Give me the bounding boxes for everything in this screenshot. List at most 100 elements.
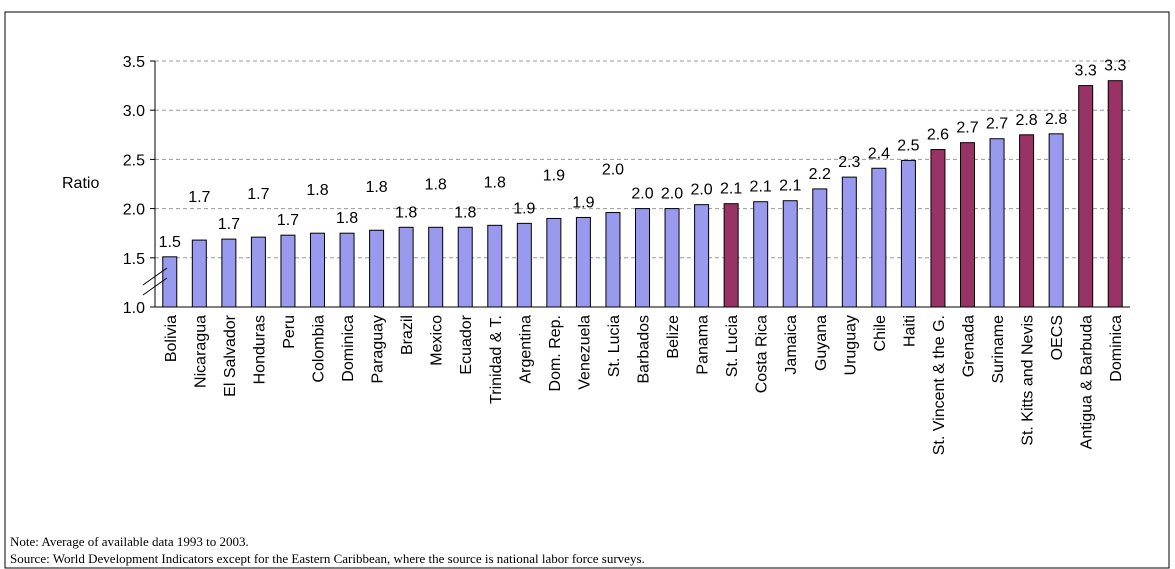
bar	[782, 200, 798, 308]
x-tick-label: Uruguay	[842, 315, 859, 375]
x-tick-label: Mexico	[429, 315, 446, 366]
bar	[812, 188, 828, 308]
x-tick-label: Costa Rica	[754, 315, 771, 393]
x-tick-label: Bolivia	[163, 315, 180, 362]
frame	[4, 11, 1170, 569]
x-tick-label: El Salvador	[222, 314, 239, 396]
x-tick-label: Panama	[695, 315, 712, 375]
x-tick-label: Dominica	[1108, 315, 1125, 382]
x-tick-label: Barbados	[636, 315, 653, 384]
value-label: 2.0	[602, 162, 624, 179]
value-label: 1.8	[306, 182, 328, 199]
x-tick-label: Dominica	[340, 315, 357, 382]
bar	[900, 159, 916, 308]
y-tick-label: 3.0	[123, 103, 145, 120]
x-tick-label: Guyana	[813, 315, 830, 371]
value-label: 3.3	[1104, 58, 1126, 75]
x-tick-label: St. Kitts and Nevis	[1020, 315, 1037, 446]
bar	[664, 208, 680, 308]
x-tick-label: Ecuador	[458, 314, 475, 374]
x-tick-label: Dom. Rep.	[547, 315, 564, 391]
x-tick-label: Paraguay	[370, 315, 387, 384]
bar	[310, 232, 325, 308]
bar	[1107, 80, 1123, 308]
bar	[841, 176, 857, 308]
bar	[516, 222, 532, 308]
bar	[753, 201, 769, 308]
x-tick-label: St. Lucia	[724, 315, 741, 377]
value-label: 2.4	[868, 145, 890, 162]
bar	[398, 226, 414, 308]
value-label: 1.9	[543, 167, 565, 184]
bar	[1019, 134, 1035, 308]
y-tick-label: 2.0	[123, 202, 145, 219]
bar	[546, 217, 562, 308]
value-label: 1.5	[159, 234, 181, 251]
value-label: 1.7	[188, 189, 210, 206]
bar	[280, 234, 296, 308]
bar	[221, 238, 237, 308]
x-tick-label: Venezuela	[576, 315, 593, 390]
x-tick-label: Antigua & Barbuda	[1079, 315, 1096, 449]
bar	[339, 232, 355, 308]
value-label: 1.7	[218, 216, 240, 233]
y-tick-label: 1.0	[123, 300, 145, 317]
value-label: 2.0	[661, 186, 683, 203]
source: Source: World Development Indicators exc…	[10, 551, 645, 566]
value-label: 2.2	[809, 166, 831, 183]
x-tick-label: Suriname	[990, 315, 1007, 384]
bar	[1078, 85, 1094, 308]
x-tick-label: Brazil	[399, 315, 416, 355]
value-label: 1.9	[572, 194, 594, 211]
value-label: 2.6	[927, 127, 949, 144]
axis-break	[142, 267, 168, 286]
value-label: 2.3	[838, 154, 860, 171]
value-label: 3.3	[1075, 63, 1097, 80]
x-tick-label: Belize	[665, 315, 682, 359]
x-tick-label: Grenada	[961, 315, 978, 377]
bar	[191, 239, 207, 308]
bar	[162, 256, 178, 308]
bar	[989, 138, 1005, 308]
y-tick-label: 2.5	[123, 152, 145, 169]
value-label: 2.8	[1015, 112, 1037, 129]
x-tick-label: Argentina	[517, 315, 534, 384]
value-label: 1.8	[336, 210, 358, 227]
value-label: 1.8	[425, 176, 447, 193]
value-label: 1.8	[395, 204, 417, 221]
value-label: 2.1	[779, 178, 801, 195]
value-label: 1.8	[454, 204, 476, 221]
value-label: 2.0	[690, 182, 712, 199]
bar	[723, 203, 739, 308]
x-tick-label: Haiti	[901, 315, 918, 347]
bar	[960, 142, 975, 308]
y-tick-label: 3.5	[123, 54, 145, 71]
bar	[1048, 133, 1064, 308]
x-tick-label: St. Vincent & the G.	[931, 315, 948, 455]
x-tick-label: Honduras	[251, 315, 268, 384]
bar	[369, 229, 385, 308]
value-label: 1.8	[484, 174, 506, 191]
y-axis-label: Ratio	[62, 175, 99, 192]
value-label: 2.5	[897, 137, 919, 154]
x-tick-label: OECS	[1049, 315, 1066, 360]
bar	[457, 226, 473, 308]
x-tick-label: Chile	[872, 315, 889, 352]
x-tick-label: Nicaragua	[192, 315, 209, 388]
note: Note: Average of available data 1993 to …	[10, 534, 249, 549]
value-label: 2.7	[986, 116, 1008, 133]
x-tick-label: St. Lucia	[606, 315, 623, 377]
bar	[694, 204, 710, 308]
value-label: 2.1	[750, 179, 772, 196]
value-label: 2.1	[720, 181, 742, 198]
y-tick-label: 1.5	[123, 251, 145, 268]
value-label: 2.8	[1045, 111, 1067, 128]
bar	[605, 212, 621, 308]
value-label: 2.0	[631, 186, 653, 203]
x-tick-label: Colombia	[311, 315, 328, 383]
value-label: 1.9	[513, 200, 535, 217]
value-label: 2.7	[956, 120, 978, 137]
x-tick-label: Jamaica	[783, 315, 800, 375]
value-label: 1.8	[365, 179, 387, 196]
